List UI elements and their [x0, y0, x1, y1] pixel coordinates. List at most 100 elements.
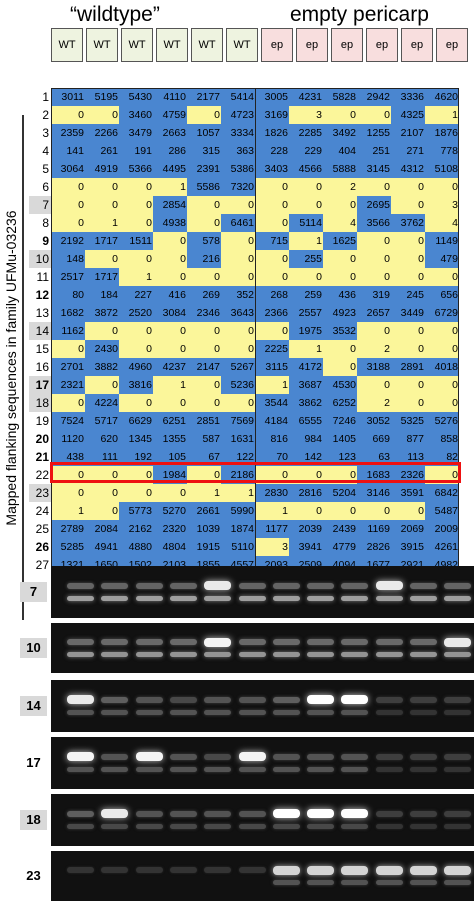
table-cell: 0	[153, 232, 187, 250]
row-label: 18	[29, 394, 51, 412]
row-label: 12	[35, 288, 49, 302]
table-cell: 1915	[187, 538, 221, 556]
gel-band	[444, 824, 472, 829]
table-row: 6 0 0 0 1 5586 7320 0 0 2 0 0 0	[29, 178, 459, 196]
table-cell: 5195	[85, 88, 119, 106]
table-cell: 3544	[255, 394, 289, 412]
table-cell: 80	[51, 286, 85, 304]
gel-lane	[237, 680, 268, 732]
table-cell: 0	[425, 268, 459, 286]
gel-band	[135, 583, 163, 589]
gel-band	[135, 639, 163, 645]
table-cell: 578	[187, 232, 221, 250]
gel-band	[272, 767, 300, 772]
table-cell: 2266	[85, 124, 119, 142]
gel-band	[135, 824, 163, 829]
table-cell: 0	[255, 466, 289, 484]
table-cell: 2517	[51, 268, 85, 286]
table-cell: 2557	[289, 304, 323, 322]
table-cell: 2192	[51, 232, 85, 250]
table-cell: 620	[85, 430, 119, 448]
row-label: 10	[29, 250, 51, 268]
gel-band	[444, 767, 472, 772]
gel-lane	[271, 623, 302, 673]
table-cell: 2830	[255, 484, 289, 502]
table-cell: 4231	[289, 88, 323, 106]
gel-lane	[408, 680, 439, 732]
table-cell: 0	[289, 268, 323, 286]
row-label: 15	[35, 342, 49, 356]
gel-band	[410, 767, 437, 772]
gel-band	[204, 652, 232, 657]
gel-band	[67, 811, 94, 817]
table-cell: 1	[153, 376, 187, 394]
gel-lane	[374, 680, 405, 732]
table-cell: 0	[323, 250, 357, 268]
gel-lane	[271, 566, 302, 618]
gel-band	[375, 596, 403, 601]
gel-lane	[168, 737, 199, 789]
sample-box-5: WT	[191, 28, 223, 62]
table-cell: 142	[289, 448, 323, 466]
gel-band	[410, 652, 437, 657]
table-cell: 4566	[289, 160, 323, 178]
gel-image	[51, 623, 474, 673]
table-cell: 1	[85, 214, 119, 232]
gel-lane	[339, 680, 370, 732]
gel-band	[169, 754, 197, 760]
table-cell: 0	[119, 178, 153, 196]
table-cell: 6629	[119, 412, 153, 430]
table-cell: 0	[51, 340, 85, 358]
table-cell: 4759	[153, 106, 187, 124]
gel-band	[410, 866, 437, 875]
gel-band	[444, 697, 472, 703]
table-cell: 315	[187, 142, 221, 160]
gel-band	[307, 710, 335, 715]
gel-lane	[65, 680, 96, 732]
table-cell: 984	[289, 430, 323, 448]
gel-lane	[202, 680, 233, 732]
table-cell: 5386	[221, 160, 255, 178]
table-cell: 5267	[221, 358, 255, 376]
table-cell: 0	[323, 268, 357, 286]
table-cell: 1	[425, 106, 459, 124]
gel-band	[238, 811, 266, 817]
row-label: 17	[29, 376, 51, 394]
gel-band	[410, 583, 437, 589]
gel-band	[169, 824, 197, 829]
table-row: 18 0 4224 0 0 0 0 3544 3862 6252 2 0 0	[29, 394, 459, 412]
table-cell: 2366	[255, 304, 289, 322]
table-cell: 0	[391, 250, 425, 268]
row-label: 9	[42, 234, 49, 248]
table-cell: 1057	[187, 124, 221, 142]
gel-lane	[305, 623, 336, 673]
gel-lane	[134, 566, 165, 618]
gel-band	[204, 811, 232, 817]
flanking-sequence-table: 1 3011 5195 5430 4110 2177 5414 3005 4231 5828 294…	[29, 88, 459, 574]
table-cell: 0	[289, 466, 323, 484]
gel-lane	[134, 737, 165, 789]
table-cell: 3479	[119, 124, 153, 142]
table-cell: 2854	[153, 196, 187, 214]
table-cell: 192	[119, 448, 153, 466]
table-cell: 245	[391, 286, 425, 304]
gel-row-14: 14	[20, 680, 474, 732]
gel-band	[67, 752, 94, 761]
gel-lane	[374, 737, 405, 789]
table-cell: 4237	[153, 358, 187, 376]
table-cell: 6729	[425, 304, 459, 322]
table-cell: 2069	[391, 520, 425, 538]
gel-band	[375, 754, 403, 760]
table-cell: 0	[255, 196, 289, 214]
table-cell: 3336	[391, 88, 425, 106]
table-cell: 4018	[425, 358, 459, 376]
table-cell: 1826	[255, 124, 289, 142]
gel-lane	[99, 566, 130, 618]
table-cell: 3145	[357, 160, 391, 178]
table-cell: 148	[51, 250, 85, 268]
table-cell: 2084	[85, 520, 119, 538]
table-cell: 0	[255, 214, 289, 232]
table-cell: 0	[187, 466, 221, 484]
table-cell: 7320	[221, 178, 255, 196]
table-cell: 5487	[425, 502, 459, 520]
